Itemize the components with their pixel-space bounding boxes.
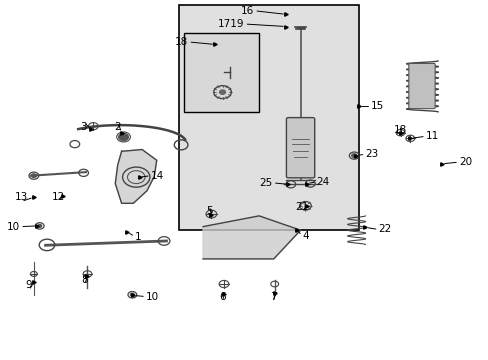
- Text: 2: 2: [114, 122, 121, 132]
- FancyBboxPatch shape: [408, 63, 434, 109]
- Text: 5: 5: [205, 206, 212, 216]
- Text: 1719: 1719: [218, 19, 244, 29]
- Text: 4: 4: [302, 231, 308, 240]
- FancyBboxPatch shape: [286, 118, 314, 178]
- Text: 10: 10: [146, 292, 159, 302]
- Text: 21: 21: [295, 202, 308, 212]
- Text: 14: 14: [151, 171, 164, 181]
- Circle shape: [119, 134, 128, 140]
- Text: 1: 1: [135, 232, 141, 242]
- Text: 7: 7: [270, 292, 277, 302]
- Text: 20: 20: [458, 157, 471, 167]
- Text: 18: 18: [393, 126, 407, 135]
- Text: 11: 11: [425, 131, 438, 141]
- Text: 25: 25: [259, 178, 272, 188]
- Circle shape: [130, 293, 134, 296]
- Polygon shape: [115, 149, 157, 203]
- Text: 8: 8: [81, 275, 88, 285]
- Text: 10: 10: [7, 222, 20, 231]
- Text: 16: 16: [241, 6, 254, 16]
- Text: 13: 13: [15, 192, 28, 202]
- Text: 3: 3: [80, 122, 87, 132]
- Text: 23: 23: [365, 149, 378, 159]
- FancyBboxPatch shape: [183, 33, 259, 112]
- Text: 15: 15: [370, 102, 384, 112]
- FancyBboxPatch shape: [178, 5, 358, 230]
- Circle shape: [38, 225, 41, 227]
- Text: 6: 6: [219, 292, 225, 302]
- Polygon shape: [203, 216, 300, 259]
- Circle shape: [31, 174, 36, 177]
- Text: 22: 22: [378, 225, 391, 234]
- Text: 12: 12: [52, 192, 65, 202]
- Circle shape: [351, 154, 356, 157]
- Text: 9: 9: [25, 280, 32, 291]
- Circle shape: [219, 90, 225, 94]
- Text: 18: 18: [175, 37, 188, 47]
- Text: 24: 24: [316, 177, 329, 187]
